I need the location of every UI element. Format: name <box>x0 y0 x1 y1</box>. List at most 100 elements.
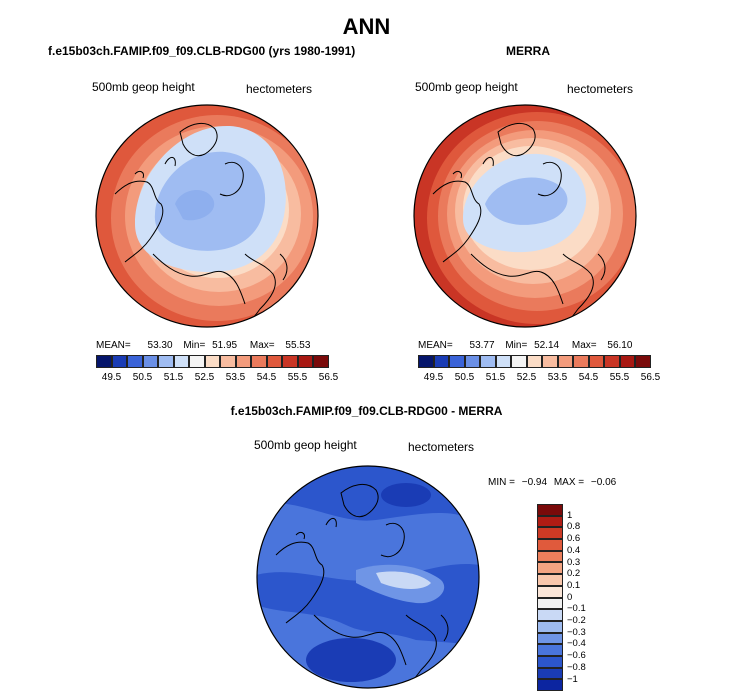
panel3-colorbar <box>537 504 563 691</box>
panel2-stats: MEAN= 53.77 Min= 52.14 Max= 56.10 <box>418 340 632 351</box>
panel3-left-label: 500mb geop height <box>254 438 357 452</box>
panel1-right-label: hectometers <box>246 82 313 96</box>
colorbar-swatch <box>619 355 635 368</box>
panel3-title: f.e15b03ch.FAMIP.f09_f09.CLB-RDG00 - MER… <box>230 404 503 418</box>
colorbar-tick-label: 54.5 <box>578 372 599 383</box>
colorbar-swatch <box>511 355 527 368</box>
colorbar-tick-label: 0.8 <box>567 521 581 533</box>
panel2-mean-value: 53.77 <box>469 340 495 351</box>
panel3-fill-dark <box>306 638 396 682</box>
panel1-coastlines <box>114 122 288 327</box>
colorbar-tick-label: 55.5 <box>287 372 308 383</box>
colorbar-swatch <box>537 562 563 575</box>
colorbar-tick-label: 49.5 <box>101 372 122 383</box>
colorbar-swatch <box>433 355 449 368</box>
panel2-min-label: Min= <box>505 340 528 351</box>
colorbar-tick-label: −0.3 <box>567 626 586 638</box>
colorbar-tick-label: 51.5 <box>485 372 506 383</box>
colorbar-swatch <box>158 355 174 368</box>
colorbar-tick-label: 49.5 <box>423 372 444 383</box>
colorbar-tick-label: 0 <box>567 591 573 603</box>
panel3-fill-dark2 <box>381 483 431 507</box>
colorbar-swatch <box>537 504 563 516</box>
panel2-min-value: 52.14 <box>534 340 560 351</box>
colorbar-tick-label: 0.1 <box>567 579 581 591</box>
colorbar-swatch <box>449 355 465 368</box>
colorbar-swatch <box>537 644 563 656</box>
colorbar-tick-label: 0.2 <box>567 568 581 580</box>
colorbar-swatch <box>418 355 434 368</box>
colorbar-swatch <box>537 574 563 586</box>
panel1-left-label: 500mb geop height <box>92 80 195 94</box>
colorbar-swatch <box>464 355 480 368</box>
colorbar-swatch <box>480 355 496 368</box>
panel2-max-label: Max= <box>571 340 597 351</box>
panel2-polar-map <box>413 104 637 328</box>
colorbar-swatch <box>495 355 511 368</box>
main-title: ANN <box>342 14 391 39</box>
colorbar-tick-label: 0.3 <box>567 556 581 568</box>
colorbar-swatch <box>604 355 620 368</box>
panel1-mean-value: 53.30 <box>147 340 173 351</box>
colorbar-swatch <box>297 355 313 368</box>
panel1-max-value: 55.53 <box>285 340 311 351</box>
panel3-min-value: −0.94 <box>521 477 548 488</box>
panel1-polar-map <box>95 104 319 328</box>
colorbar-swatch <box>537 515 563 528</box>
colorbar-tick-label: 0.4 <box>567 544 581 556</box>
panel1-map-border <box>95 104 319 328</box>
panel1-max-label: Max= <box>249 340 275 351</box>
colorbar-tick-label: −0.4 <box>567 638 586 650</box>
colorbar-tick-label: 51.5 <box>163 372 184 383</box>
panel2-left-label: 500mb geop height <box>415 80 518 94</box>
panel1-colorbar-ticks: 49.5 50.5 51.5 52.5 53.5 54.5 55.5 56.5 <box>96 372 338 384</box>
colorbar-tick-label: 50.5 <box>132 372 153 383</box>
panel1-min-label: Min= <box>183 340 206 351</box>
colorbar-tick-label: −0.1 <box>567 603 586 615</box>
colorbar-tick-label: −0.2 <box>567 615 586 626</box>
panel2-title: MERRA <box>506 44 550 58</box>
colorbar-swatch <box>537 597 563 610</box>
colorbar-swatch <box>588 355 604 368</box>
panel3-map-border <box>256 465 480 689</box>
panel3-right-label: hectometers <box>408 440 475 454</box>
colorbar-swatch <box>542 355 558 368</box>
panel3-colorbar-ticks: 1 0.8 0.6 0.4 0.3 0.2 0.1 0 −0.1 −0.2 −0.3 −0.4 −0.6… <box>567 504 607 692</box>
panel1-title: f.e15b03ch.FAMIP.f09_f09.CLB-RDG00 (yrs … <box>48 44 356 58</box>
colorbar-tick-label: 56.5 <box>318 372 339 383</box>
colorbar-swatch <box>526 355 542 368</box>
colorbar-swatch <box>142 355 158 368</box>
colorbar-swatch <box>537 527 563 540</box>
colorbar-swatch <box>282 355 298 368</box>
colorbar-swatch <box>557 355 573 368</box>
panel3-stats: MIN = −0.94 MAX = −0.06 <box>488 477 616 488</box>
panel3-fill-band1 <box>257 502 479 581</box>
panel3-max-value: −0.06 <box>590 477 617 488</box>
colorbar-swatch <box>251 355 267 368</box>
colorbar-tick-label: 55.5 <box>609 372 630 383</box>
colorbar-tick-label: 56.5 <box>640 372 661 383</box>
panel1-fill-center <box>175 189 215 221</box>
colorbar-swatch <box>537 620 563 633</box>
panel2-fill-core <box>485 177 568 225</box>
colorbar-tick-label: 53.5 <box>225 372 246 383</box>
colorbar-swatch <box>537 550 563 563</box>
panel3-fill-light <box>376 571 431 589</box>
panel2-max-value: 56.10 <box>607 340 633 351</box>
colorbar-swatch <box>537 609 563 621</box>
panel3-polar-map <box>256 465 480 689</box>
panel2-coastlines <box>432 122 606 327</box>
panel1-min-value: 51.95 <box>212 340 238 351</box>
colorbar-tick-label: 50.5 <box>454 372 475 383</box>
colorbar-swatch <box>537 679 563 691</box>
colorbar-swatch <box>111 355 127 368</box>
panel1-colorbar <box>96 355 329 368</box>
colorbar-swatch <box>96 355 112 368</box>
panel3-max-label: MAX = <box>553 477 585 488</box>
colorbar-tick-label: −0.6 <box>567 650 586 662</box>
colorbar-swatch <box>127 355 143 368</box>
panel2-colorbar-ticks: 49.5 50.5 51.5 52.5 53.5 54.5 55.5 56.5 <box>418 372 660 384</box>
colorbar-tick-label: 1 <box>567 509 573 521</box>
colorbar-tick-label: 52.5 <box>516 372 537 383</box>
panel1-mean-label: MEAN= <box>96 340 131 351</box>
